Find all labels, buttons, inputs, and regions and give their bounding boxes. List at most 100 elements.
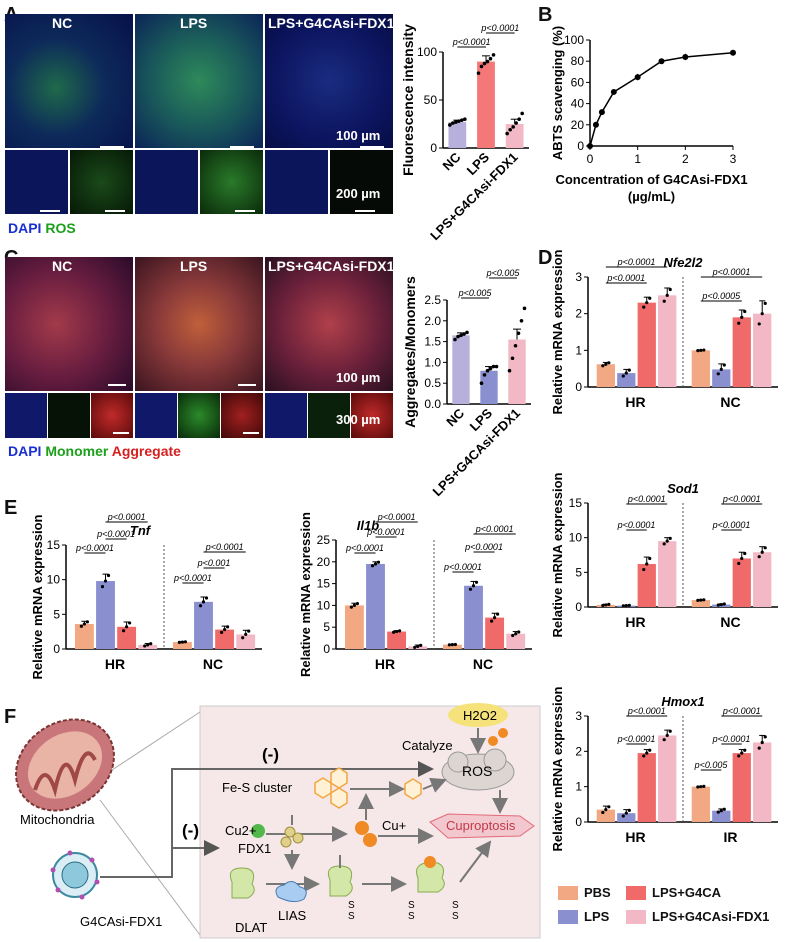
nanoparticle-icon: [50, 850, 100, 900]
data-point: [103, 579, 108, 583]
data-point: [85, 620, 89, 624]
y-tick-label: 15: [317, 577, 331, 591]
chart-title: Hmox1: [661, 694, 704, 709]
data-point: [510, 356, 515, 361]
y-tick-label: 15: [47, 538, 61, 552]
panel-label-d: D: [538, 247, 553, 269]
data-point: [757, 322, 761, 326]
y-tick-label: 10: [317, 598, 331, 612]
data-point: [743, 748, 747, 752]
dlat-protein: [229, 867, 255, 899]
data-point: [456, 334, 460, 339]
fe-s-free-icon: [404, 778, 422, 800]
micrograph-title: LPS+G4CAsi-FDX1: [268, 15, 395, 31]
legend-swatch-pbs: [558, 886, 578, 900]
series-line: [589, 51, 734, 147]
data-point: [587, 143, 593, 149]
x-group-label: HR: [105, 656, 125, 672]
data-point: [627, 368, 631, 372]
data-point: [416, 644, 420, 648]
data-point: [763, 546, 767, 550]
data-point: [204, 596, 209, 600]
data-point: [488, 56, 493, 61]
data-point: [634, 74, 641, 81]
scale-bar: [230, 146, 254, 148]
bar: [658, 295, 677, 387]
data-point: [505, 131, 509, 136]
micrograph-title: NC: [52, 15, 73, 31]
significance-bracket-label: p<0.0001: [345, 543, 384, 553]
sulfur-label: S: [408, 911, 415, 922]
y-tick-label: 25: [317, 533, 331, 547]
bar: [448, 122, 467, 148]
y-tick-label: 100: [564, 33, 584, 47]
y-tick-label: 0: [575, 815, 582, 829]
bar: [74, 624, 94, 649]
cu1-label: Cu+: [382, 818, 406, 833]
data-point: [516, 331, 521, 336]
micrograph-c-nc-agg: [91, 393, 133, 438]
data-point: [648, 748, 652, 752]
significance-bracket-label: p<0.005: [694, 760, 729, 770]
legend-label-pbs: PBS: [584, 885, 611, 900]
data-point: [610, 88, 617, 95]
data-point: [592, 121, 599, 128]
data-point: [621, 374, 625, 378]
micrograph-c-si-dapi: [265, 393, 307, 438]
data-point: [82, 622, 86, 626]
data-point: [722, 602, 726, 606]
fdx1-label: FDX1: [238, 841, 271, 856]
data-point: [722, 363, 726, 367]
significance-bracket-label: p<0.0001: [617, 734, 656, 744]
micrograph-c-nc-mono: [48, 393, 90, 438]
data-point: [730, 49, 736, 56]
data-point: [482, 373, 487, 377]
data-point: [494, 364, 499, 369]
scale-bar: [243, 432, 259, 434]
bar: [691, 786, 710, 822]
y-tick-label: 10: [569, 531, 583, 545]
bar: [508, 339, 526, 404]
data-point: [476, 71, 481, 75]
data-point: [702, 598, 706, 602]
significance-bracket-label: p<0.0001: [75, 543, 114, 553]
bar: [117, 626, 137, 649]
sulfur-label: S: [452, 900, 459, 911]
x-group-label: NC: [473, 656, 493, 672]
data-point: [355, 602, 359, 606]
y-tick-label: 0: [577, 139, 584, 153]
data-point: [760, 740, 764, 745]
scale-bar: [100, 146, 124, 148]
ros-label: ROS: [45, 220, 76, 236]
x-tick-label: NC: [440, 149, 464, 173]
bar: [637, 302, 656, 387]
data-point: [471, 584, 476, 588]
mitochondria-icon: [15, 718, 115, 812]
bar: [194, 601, 213, 649]
panel-label-f: F: [4, 706, 17, 728]
panel-label-e: E: [4, 497, 18, 519]
significance-bracket-label: p<0.0001: [443, 562, 482, 572]
micrograph-c-si-mono: [308, 393, 350, 438]
data-point: [488, 366, 493, 371]
data-point: [716, 810, 720, 814]
bar: [215, 629, 235, 649]
y-tick-label: 0: [575, 380, 582, 394]
data-point: [719, 602, 723, 607]
bar: [637, 564, 656, 607]
bar: [596, 809, 615, 822]
y-tick-label: 50: [424, 93, 438, 107]
data-point: [514, 632, 518, 636]
micrograph-title: LPS: [180, 258, 208, 274]
data-point: [604, 808, 608, 812]
significance-bracket-label: p<0.0001: [107, 512, 146, 522]
micrograph-c-nc: [5, 257, 133, 391]
significance-bracket-label: p<0.0001: [712, 734, 751, 744]
micrograph-a-nc-ros: [70, 150, 133, 214]
data-point: [183, 640, 187, 644]
significance-bracket-label: p<0.0001: [475, 524, 514, 534]
bar: [464, 585, 483, 649]
x-group-label: HR: [625, 829, 645, 845]
catalyze-label: Catalyze: [402, 738, 453, 753]
data-point: [662, 299, 666, 303]
